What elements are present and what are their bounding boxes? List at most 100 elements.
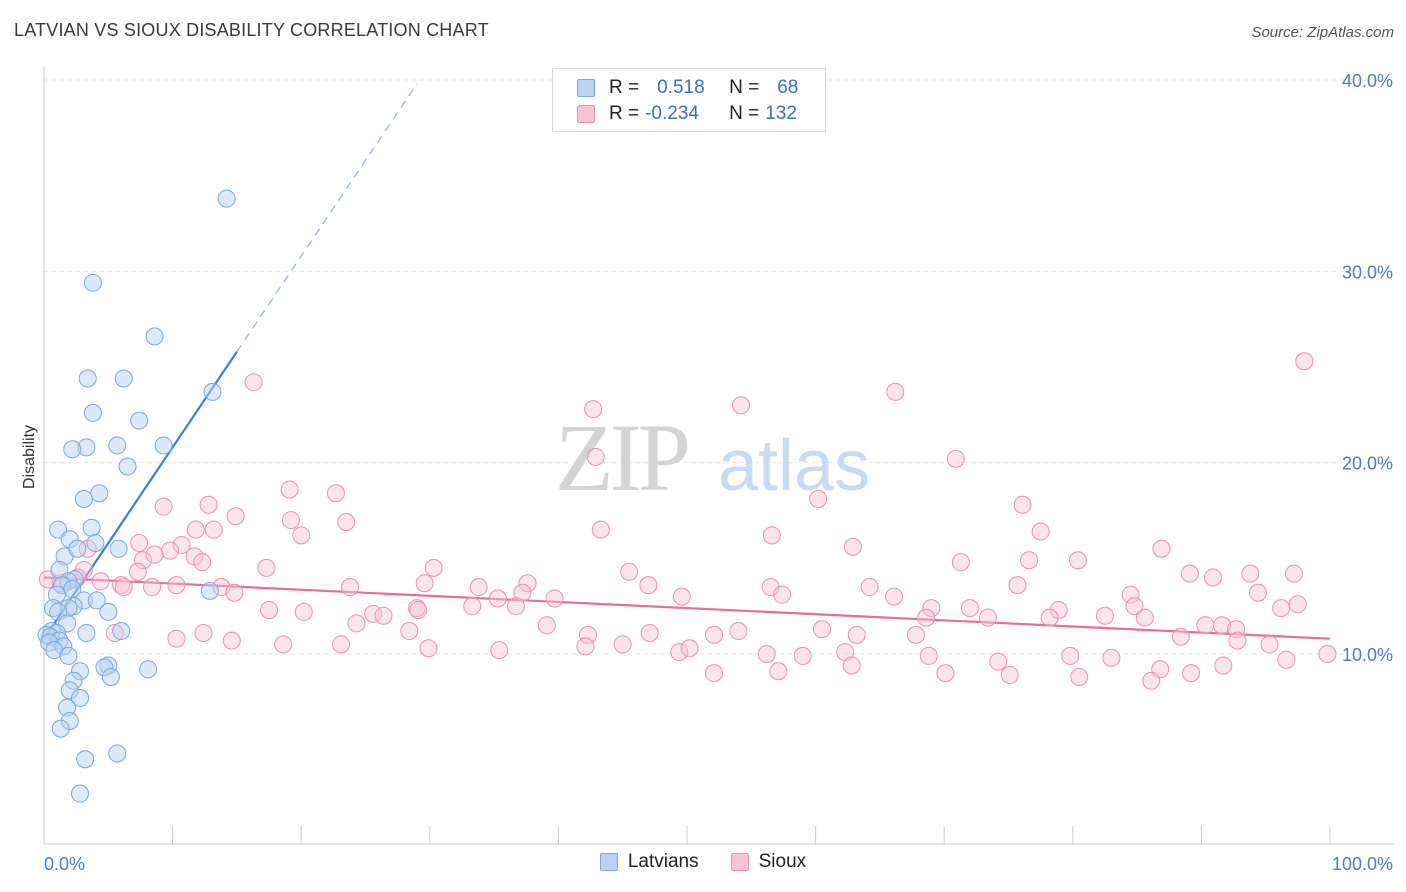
y-tick-label-3: 40.0% xyxy=(1342,71,1393,91)
sioux-point-82 xyxy=(1212,616,1231,635)
sioux-point-12 xyxy=(199,495,218,514)
latvian-point-2 xyxy=(145,327,164,346)
sioux-point-118 xyxy=(793,646,812,665)
sioux-point-14 xyxy=(281,511,300,530)
latvian-point-6 xyxy=(83,403,102,422)
legend-n-value: 132 xyxy=(765,103,797,124)
sioux-point-9 xyxy=(326,484,345,503)
sioux-point-111 xyxy=(332,635,351,654)
sioux-point-69 xyxy=(488,589,507,608)
legend-row-latvians: R = 0.518 N = 68 xyxy=(577,76,798,100)
sioux-point-16 xyxy=(186,520,205,539)
sioux-point-128 xyxy=(576,637,595,656)
sioux-point-34 xyxy=(128,562,147,581)
sioux-point-77 xyxy=(960,599,979,618)
sioux-point-73 xyxy=(672,587,691,606)
y-tick-labels: 10.0% 20.0% 30.0% 40.0% xyxy=(1342,71,1393,665)
sioux-point-40 xyxy=(1180,564,1199,583)
latvian-point-29 xyxy=(87,591,106,610)
latvian-point-42 xyxy=(112,622,131,641)
sioux-point-117 xyxy=(757,645,776,663)
sioux-point-100 xyxy=(847,625,866,644)
legend-item-latvians: Latvians xyxy=(599,851,699,873)
sioux-point-21 xyxy=(762,526,781,545)
latvian-point-4 xyxy=(78,369,97,388)
latvian-point-1 xyxy=(83,273,102,292)
legend-r-value: -0.234 xyxy=(645,103,699,124)
watermark-zip: ZIP xyxy=(555,404,688,511)
sioux-point-36 xyxy=(620,562,639,581)
legend-swatch-sioux xyxy=(577,105,595,123)
sioux-point-30 xyxy=(193,553,212,572)
sioux-point-89 xyxy=(1040,608,1059,627)
sioux-point-93 xyxy=(400,622,419,641)
latvian-point-61 xyxy=(71,784,90,803)
sioux-point-19 xyxy=(1031,522,1050,541)
sioux-point-130 xyxy=(769,662,788,681)
sioux-point-43 xyxy=(1203,568,1222,587)
sioux-point-121 xyxy=(989,652,1008,671)
sioux-point-125 xyxy=(1182,664,1201,683)
sioux-point-27 xyxy=(134,551,153,570)
sioux-point-48 xyxy=(112,576,131,595)
sioux-trend-line xyxy=(43,576,1331,640)
sioux-point-97 xyxy=(705,625,724,644)
sioux-point-55 xyxy=(469,578,488,597)
latvian-point-7 xyxy=(130,411,149,430)
sioux-point-91 xyxy=(1227,620,1246,639)
latvian-point-34 xyxy=(99,602,118,621)
sioux-point-20 xyxy=(591,520,610,539)
sioux-point-66 xyxy=(294,602,313,621)
sioux-point-22 xyxy=(843,537,862,556)
sioux-point-132 xyxy=(936,664,955,683)
chart-title: LATVIAN VS SIOUX DISABILITY CORRELATION … xyxy=(14,20,489,40)
sioux-point-51 xyxy=(167,576,186,595)
sioux-point-15 xyxy=(337,512,356,531)
latvian-point-16 xyxy=(82,518,101,537)
sioux-point-38 xyxy=(1020,551,1039,570)
sioux-point-133 xyxy=(1000,666,1019,685)
latvian-point-60 xyxy=(76,750,95,769)
sioux-point-47 xyxy=(91,572,110,591)
sioux-points xyxy=(38,352,1337,690)
sioux-point-107 xyxy=(167,629,186,648)
latvian-trend-extension xyxy=(236,83,418,353)
sioux-point-101 xyxy=(906,625,925,644)
sioux-point-123 xyxy=(1102,648,1121,667)
sioux-point-135 xyxy=(1142,671,1161,690)
sioux-point-23 xyxy=(1152,539,1171,558)
sioux-point-120 xyxy=(919,646,938,665)
sioux-point-24 xyxy=(130,534,149,553)
x-tick-label-1: 100.0% xyxy=(1332,854,1393,874)
sioux-point-56 xyxy=(518,574,537,593)
sioux-point-61 xyxy=(1121,585,1140,604)
sioux-point-87 xyxy=(917,608,936,627)
y-tick-label-2: 30.0% xyxy=(1342,262,1393,282)
sioux-point-33 xyxy=(257,558,276,577)
latvian-point-51 xyxy=(139,660,158,679)
latvian-point-5 xyxy=(203,382,222,401)
sioux-point-5 xyxy=(732,396,751,415)
sioux-point-26 xyxy=(161,541,180,560)
sioux-point-96 xyxy=(640,623,659,642)
watermark-atlas: atlas xyxy=(718,426,870,506)
legend-n-label: N = xyxy=(729,103,760,124)
sioux-point-112 xyxy=(419,639,438,658)
latvian-point-59 xyxy=(108,744,127,763)
latvian-point-9 xyxy=(108,436,127,455)
sioux-point-122 xyxy=(1061,646,1080,665)
sioux-point-57 xyxy=(639,576,658,595)
latvian-point-0 xyxy=(217,189,236,208)
sioux-point-18 xyxy=(292,526,311,545)
stats-legend: R = 0.518 N = 68 R = -0.234 N = 132 xyxy=(552,68,826,132)
sioux-point-109 xyxy=(222,631,241,650)
y-tick-label-0: 10.0% xyxy=(1342,645,1393,665)
sioux-point-86 xyxy=(374,606,393,625)
sioux-point-104 xyxy=(1260,635,1279,654)
latvian-point-8 xyxy=(154,436,173,455)
sioux-point-25 xyxy=(172,535,191,554)
source-label: Source: ZipAtlas.com xyxy=(1251,24,1394,41)
sioux-point-10 xyxy=(1013,495,1032,514)
legend-item-sioux: Sioux xyxy=(730,851,806,873)
